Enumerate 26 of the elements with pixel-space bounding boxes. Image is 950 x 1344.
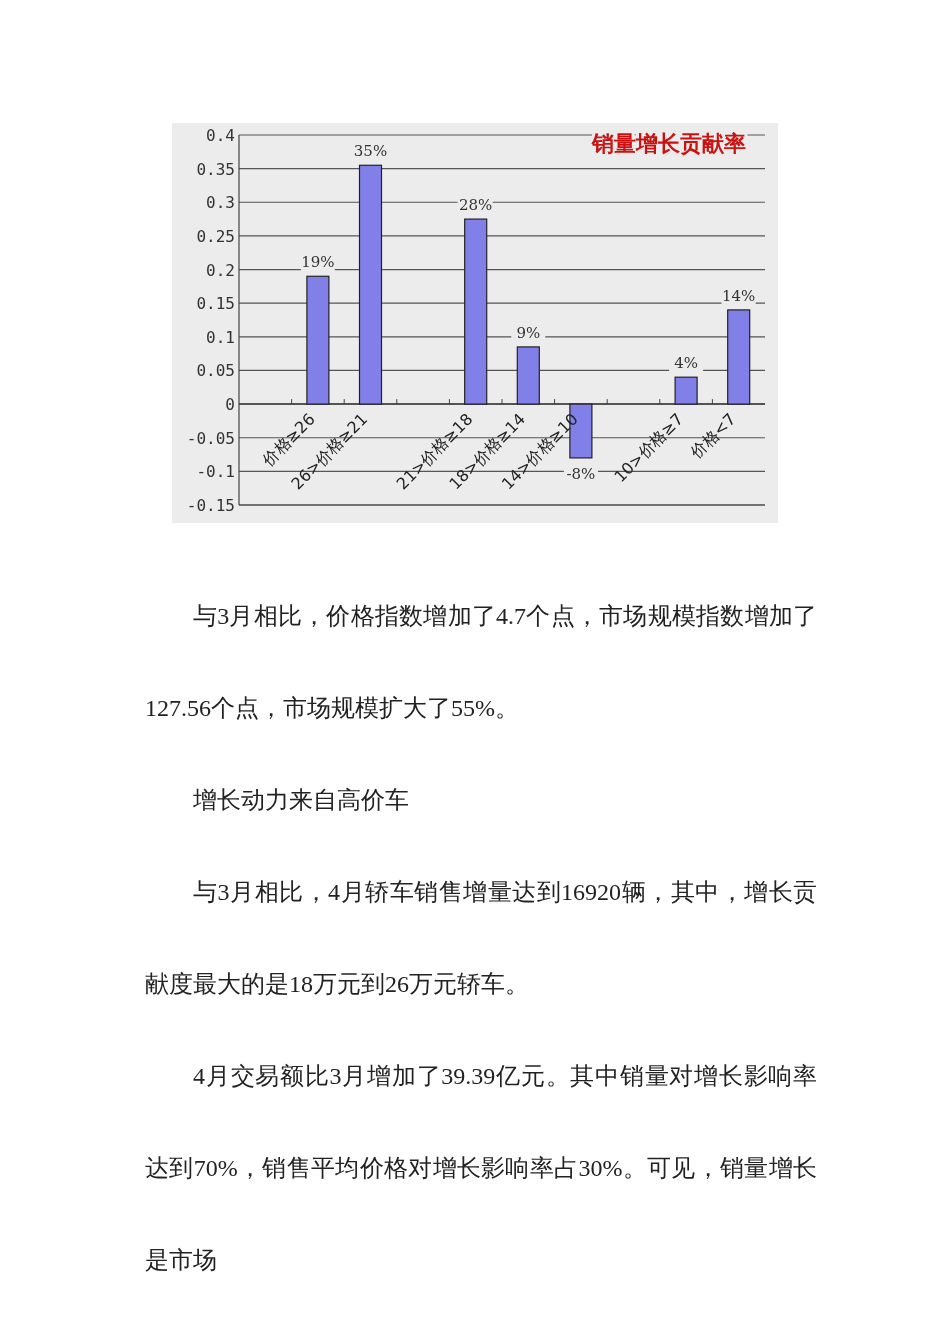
y-tick-label: 0.25	[196, 226, 235, 246]
y-tick-label: -0.05	[186, 428, 235, 448]
y-tick-label: 0.05	[196, 361, 235, 381]
data-label: -8%	[566, 464, 596, 483]
text: 4月交易额比3月增加了39.39亿元。其中销量对增长影响率达到70%，销售平均价格对增长影响率占30%。可见，销量增长是市场	[145, 1063, 817, 1273]
y-tick-label: 0.15	[196, 294, 235, 314]
y-tick-label: -0.1	[196, 462, 235, 482]
y-tick-label: 0.4	[206, 126, 235, 145]
text: 与3月相比，4月轿车销售增量达到16920辆，其中，增长贡献度最大的是18万元到26万元轿车。	[145, 879, 817, 997]
x-tick-label: 价格<7	[686, 409, 740, 463]
y-tick-label: 0	[225, 395, 235, 415]
data-label: 4%	[674, 354, 698, 373]
data-label: 14%	[722, 286, 756, 305]
y-tick-label: 0.35	[196, 159, 235, 179]
data-label: 35%	[353, 142, 388, 161]
text: 增长动力来自高价车	[192, 786, 410, 815]
x-tick-label: 10>价格≥7	[610, 409, 687, 487]
chart-title: 销量增长贡献率	[591, 131, 746, 156]
y-tick-label: -0.15	[186, 496, 235, 515]
data-label: 9%	[516, 323, 541, 342]
y-tick-label: 0.3	[206, 193, 235, 213]
text: 与3月相比，价格指数增加了4.7个点，市场规模指数增加了127.56个点，市场规模扩大了55%。	[145, 603, 817, 721]
y-tick-label: 0.2	[206, 260, 235, 280]
data-label: 28%	[459, 196, 493, 215]
data-label: 19%	[301, 253, 335, 272]
y-tick-label: 0.1	[206, 327, 235, 347]
